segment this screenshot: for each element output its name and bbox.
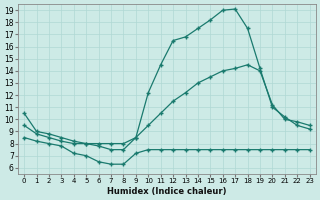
X-axis label: Humidex (Indice chaleur): Humidex (Indice chaleur) [107,187,227,196]
